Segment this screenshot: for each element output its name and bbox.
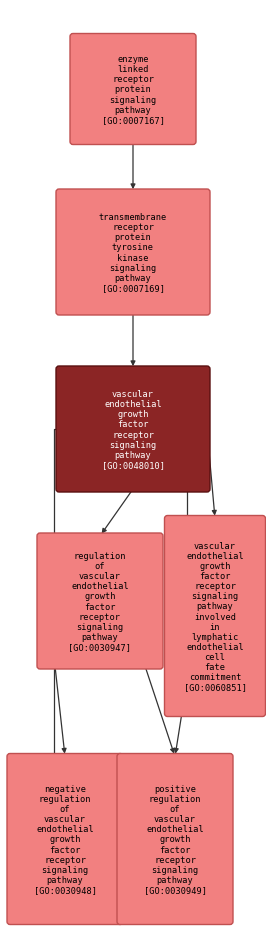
Text: vascular
endothelial
growth
factor
receptor
signaling
pathway
[GO:0048010]: vascular endothelial growth factor recep… xyxy=(102,390,164,469)
FancyBboxPatch shape xyxy=(37,533,163,669)
FancyBboxPatch shape xyxy=(117,753,233,924)
Text: vascular
endothelial
growth
factor
receptor
signaling
pathway
involved
in
lympha: vascular endothelial growth factor recep… xyxy=(184,542,247,691)
FancyBboxPatch shape xyxy=(56,366,210,493)
FancyBboxPatch shape xyxy=(164,516,265,716)
Text: positive
regulation
of
vascular
endothelial
growth
factor
receptor
signaling
pat: positive regulation of vascular endothel… xyxy=(143,784,206,894)
FancyBboxPatch shape xyxy=(7,753,123,924)
FancyBboxPatch shape xyxy=(70,35,196,145)
Text: regulation
of
vascular
endothelial
growth
factor
receptor
signaling
pathway
[GO:: regulation of vascular endothelial growt… xyxy=(69,551,131,651)
FancyBboxPatch shape xyxy=(56,190,210,315)
Text: negative
regulation
of
vascular
endothelial
growth
factor
receptor
signaling
pat: negative regulation of vascular endothel… xyxy=(34,784,97,894)
Text: transmembrane
receptor
protein
tyrosine
kinase
signaling
pathway
[GO:0007169]: transmembrane receptor protein tyrosine … xyxy=(99,213,167,293)
Text: enzyme
linked
receptor
protein
signaling
pathway
[GO:0007167]: enzyme linked receptor protein signaling… xyxy=(102,56,164,125)
